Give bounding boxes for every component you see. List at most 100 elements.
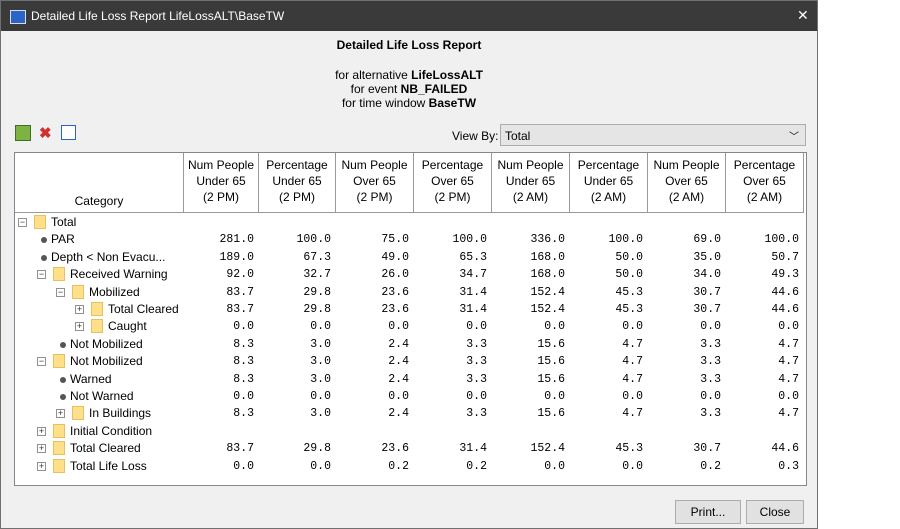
tree-expander[interactable]: + <box>75 304 84 314</box>
close-icon[interactable]: ✕ <box>797 7 809 23</box>
tree-expander[interactable]: + <box>37 425 46 436</box>
view-by-label: View By: <box>452 129 499 143</box>
cell-value: 23.6 <box>381 442 409 456</box>
cell-value: 4.7 <box>778 407 799 421</box>
folder-icon <box>53 354 65 369</box>
column-header: Percentage Under 65 (2 AM) <box>570 153 648 213</box>
button[interactable]: Close <box>746 500 804 524</box>
category-header: Category <box>15 153 184 213</box>
cell-value: 152.4 <box>530 303 565 316</box>
cell-value: 189.0 <box>219 250 254 264</box>
button[interactable]: Print... <box>675 500 741 524</box>
column-header-line: (2 AM) <box>668 190 705 204</box>
cell-value: 35.0 <box>693 250 721 264</box>
tree-expander[interactable]: + <box>75 321 84 332</box>
cell-value: 3.3 <box>700 372 721 386</box>
cell-value: 2.4 <box>388 407 409 421</box>
export-icon[interactable] <box>15 125 31 141</box>
cell-value: 30.7 <box>693 285 721 299</box>
cell-value: 4.7 <box>622 355 643 369</box>
column-header-line: Under 65 <box>583 174 634 188</box>
cell-value: 45.3 <box>615 285 643 299</box>
title-bar: Detailed Life Loss Report LifeLossALT\Ba… <box>1 1 817 31</box>
tree-expander[interactable]: − <box>18 217 27 227</box>
cell-value: 2.4 <box>388 337 409 351</box>
cell-value: 0.0 <box>700 320 721 334</box>
table-icon[interactable] <box>61 125 76 140</box>
view-by-select[interactable]: Total ﹀ <box>500 124 806 146</box>
cell-value: 3.0 <box>310 372 331 386</box>
cell-value: 34.0 <box>693 268 721 282</box>
tree-expander[interactable]: + <box>56 408 65 419</box>
cell-value: 50.0 <box>615 268 643 282</box>
report-heading: Detailed Life Loss Report <box>336 38 482 52</box>
leaf-bullet <box>60 376 66 383</box>
cell-value: 4.7 <box>622 337 643 351</box>
cell-value: 3.3 <box>700 355 721 369</box>
column-header-line: Over 65 <box>353 174 396 188</box>
cell-value: 4.7 <box>778 355 799 369</box>
cell-value: 100.0 <box>452 233 487 247</box>
cell-value: 65.3 <box>459 250 487 264</box>
cell-value: 4.7 <box>778 372 799 386</box>
column-header-line: Num People <box>653 158 720 172</box>
cell-value: 0.2 <box>700 459 721 473</box>
cell-value: 0.0 <box>466 320 487 334</box>
column-header-line: Under 65 <box>505 174 556 188</box>
row-label: Total Cleared <box>70 441 141 456</box>
folder-icon <box>53 267 65 282</box>
cell-value: 3.0 <box>310 407 331 421</box>
cell-value: 0.0 <box>622 320 643 334</box>
column-header: Percentage Over 65 (2 AM) <box>726 153 804 213</box>
tree-expander[interactable]: + <box>37 460 46 471</box>
cell-value: 44.6 <box>771 303 799 316</box>
folder-icon <box>53 423 65 438</box>
column-header-line: Under 65 <box>272 174 322 188</box>
folder-icon <box>91 319 103 334</box>
row-label: Initial Condition <box>70 423 153 438</box>
folder-icon <box>34 215 46 229</box>
row-label: Not Mobilized <box>70 336 143 351</box>
cell-value: 3.3 <box>466 407 487 421</box>
cell-value: 3.0 <box>310 355 331 369</box>
cell-value: 83.7 <box>226 285 254 299</box>
report-line: for event NB_FAILED <box>1 82 817 96</box>
cell-value: 4.7 <box>778 337 799 351</box>
column-header-line: (2 AM) <box>746 190 783 204</box>
cell-value: 336.0 <box>530 233 565 247</box>
row-label: Warned <box>70 371 112 386</box>
cell-value: 0.0 <box>233 320 254 334</box>
tree-expander[interactable]: − <box>37 356 46 367</box>
cell-value: 0.0 <box>700 390 721 403</box>
cell-value: 0.2 <box>466 459 487 473</box>
cell-value: 83.7 <box>226 442 254 456</box>
cell-value: 281.0 <box>219 233 254 247</box>
tree-expander[interactable]: + <box>37 443 46 454</box>
cell-value: 8.3 <box>233 355 254 369</box>
cell-value: 50.0 <box>615 250 643 264</box>
cell-value: 15.6 <box>537 337 565 351</box>
cell-value: 29.8 <box>303 303 331 316</box>
dropdown-arrow: ﹀ <box>789 132 799 143</box>
cell-value: 0.0 <box>233 459 254 473</box>
tree-expander[interactable]: − <box>56 286 65 297</box>
cell-value: 31.4 <box>459 303 487 316</box>
row-label: PAR <box>51 232 75 247</box>
delete-icon[interactable]: ✖ <box>39 125 52 142</box>
cell-value: 0.0 <box>388 390 409 403</box>
column-header-line: Over 65 <box>431 174 474 188</box>
row-label: Not Warned <box>70 389 134 403</box>
cell-value: 0.3 <box>778 459 799 473</box>
cell-value: 50.7 <box>771 250 799 264</box>
cell-value: 0.0 <box>388 320 409 334</box>
cell-value: 75.0 <box>381 233 409 247</box>
cell-value: 44.6 <box>771 442 799 456</box>
cell-value: 23.6 <box>381 303 409 316</box>
cell-value: 49.3 <box>771 268 799 282</box>
cell-value: 15.6 <box>537 372 565 386</box>
cell-value: 2.4 <box>388 355 409 369</box>
tree-expander[interactable]: − <box>37 269 46 280</box>
cell-value: 3.3 <box>700 337 721 351</box>
cell-value: 69.0 <box>693 233 721 247</box>
